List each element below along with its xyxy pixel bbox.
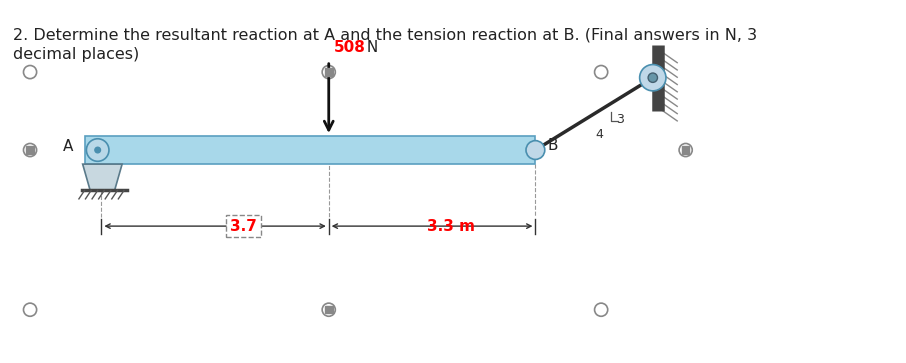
Circle shape [648, 73, 658, 82]
Bar [26, 146, 34, 154]
Circle shape [24, 65, 36, 79]
Text: 3.7: 3.7 [230, 219, 256, 234]
Bar [84, 136, 535, 164]
Circle shape [95, 147, 101, 153]
Circle shape [86, 139, 109, 161]
Polygon shape [82, 164, 122, 191]
Text: A: A [63, 139, 72, 154]
Text: N: N [361, 40, 378, 55]
Bar [325, 68, 333, 76]
Circle shape [640, 65, 666, 91]
Text: 3: 3 [616, 113, 624, 126]
Circle shape [323, 65, 335, 79]
Bar [682, 146, 689, 154]
Text: decimal places): decimal places) [14, 47, 140, 62]
Circle shape [24, 143, 36, 156]
Text: 2. Determine the resultant reaction at A and the tension reaction at B. (Final a: 2. Determine the resultant reaction at A… [14, 28, 757, 43]
Text: 508: 508 [333, 40, 365, 55]
Circle shape [323, 303, 335, 316]
Text: B: B [547, 138, 557, 153]
Circle shape [24, 303, 36, 316]
Circle shape [526, 140, 545, 159]
Circle shape [594, 303, 608, 316]
Text: 3.3 m: 3.3 m [427, 219, 475, 234]
Bar [325, 306, 333, 314]
Text: 4: 4 [595, 127, 603, 140]
Circle shape [594, 65, 608, 79]
Circle shape [680, 143, 692, 156]
